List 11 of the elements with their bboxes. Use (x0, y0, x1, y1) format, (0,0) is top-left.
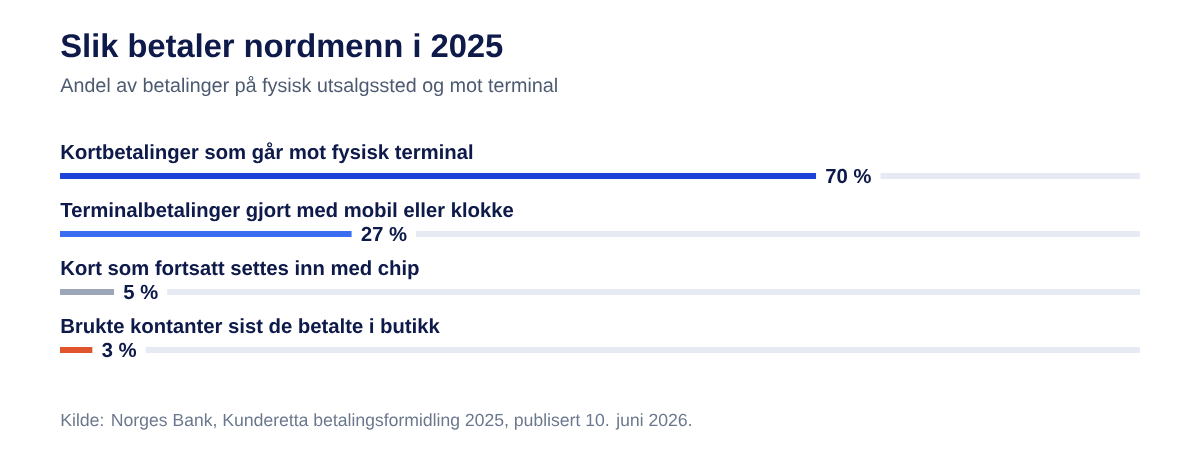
y-tick-label: Kort som fortsatt settes inn med chip (61, 260, 419, 280)
chart-subtitle: Andel av betalinger på fysisk utsalgssted og mot terminal (60, 76, 557, 97)
data-label: 70 % (826, 168, 871, 184)
y-tick-label: Kortbetalinger som går mot fysisk terminal (61, 142, 473, 164)
chart-title: Slik betaler nordmenn i 2025 (61, 33, 503, 58)
y-tick-label: Brukte kontanter sist de betalte i butikk (61, 318, 440, 334)
data-label: 27 % (361, 226, 407, 242)
data-label: 5 % (123, 284, 158, 300)
data-label: 3 % (102, 342, 137, 358)
text: Kilde: Norges Bank, Kunderetta betalingsformidling 2025, publisert 10. juni 2026. (61, 413, 691, 430)
y-tick-label: Terminalbetalinger gjort med mobil eller klokke (60, 202, 514, 222)
